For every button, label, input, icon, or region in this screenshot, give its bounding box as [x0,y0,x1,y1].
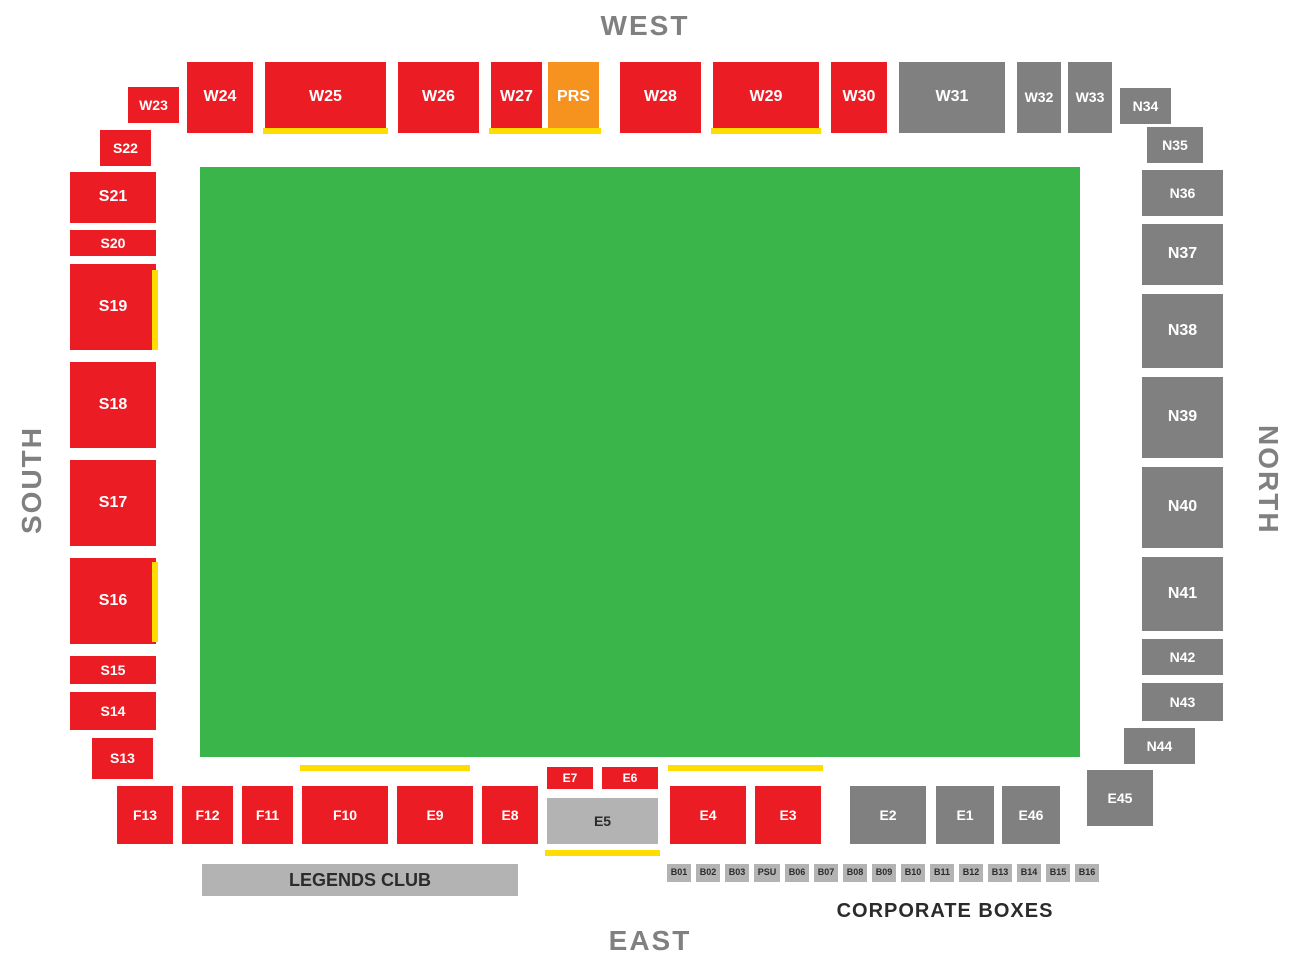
section-B01[interactable]: B01 [665,862,693,884]
section-N39[interactable]: N39 [1140,375,1225,460]
accent-strip [489,128,601,134]
section-E7[interactable]: E7 [545,765,595,791]
section-B11[interactable]: B11 [928,862,956,884]
section-F13[interactable]: F13 [115,784,175,846]
section-W32[interactable]: W32 [1015,60,1063,135]
section-B16[interactable]: B16 [1073,862,1101,884]
section-W31[interactable]: W31 [897,60,1007,135]
label-corporate-boxes: CORPORATE BOXES [820,900,1070,923]
section-W23[interactable]: W23 [126,85,181,125]
section-E9[interactable]: E9 [395,784,475,846]
section-E5[interactable]: E5 [545,796,660,846]
section-E45[interactable]: E45 [1085,768,1155,828]
stadium-map: WEST EAST SOUTH NORTH CORPORATE BOXES W2… [0,0,1289,957]
section-N36[interactable]: N36 [1140,168,1225,218]
section-N40[interactable]: N40 [1140,465,1225,550]
section-E8[interactable]: E8 [480,784,540,846]
accent-strip [545,850,660,856]
section-W33[interactable]: W33 [1066,60,1114,135]
section-F12[interactable]: F12 [180,784,235,846]
section-B10[interactable]: B10 [899,862,927,884]
section-F11[interactable]: F11 [240,784,295,846]
section-B08[interactable]: B08 [841,862,869,884]
accent-strip [152,562,158,642]
label-east: EAST [600,925,700,957]
section-W24[interactable]: W24 [185,60,255,135]
section-W28[interactable]: W28 [618,60,703,135]
section-S13[interactable]: S13 [90,736,155,781]
accent-strip [263,128,388,134]
section-B02[interactable]: B02 [694,862,722,884]
accent-strip [668,765,823,771]
section-S21[interactable]: S21 [68,170,158,225]
accent-strip [300,765,470,771]
section-E1[interactable]: E1 [934,784,996,846]
section-E46[interactable]: E46 [1000,784,1062,846]
section-F10[interactable]: F10 [300,784,390,846]
section-S18[interactable]: S18 [68,360,158,450]
section-W29[interactable]: W29 [711,60,821,135]
section-B15[interactable]: B15 [1044,862,1072,884]
section-B03[interactable]: B03 [723,862,751,884]
section-LEGENDS[interactable]: LEGENDS CLUB [200,862,520,898]
section-W25[interactable]: W25 [263,60,388,135]
section-N43[interactable]: N43 [1140,681,1225,723]
section-W30[interactable]: W30 [829,60,889,135]
section-S16[interactable]: S16 [68,556,158,646]
section-N35[interactable]: N35 [1145,125,1205,165]
label-north: NORTH [1252,395,1284,565]
section-E2[interactable]: E2 [848,784,928,846]
section-B12[interactable]: B12 [957,862,985,884]
section-N42[interactable]: N42 [1140,637,1225,677]
accent-strip [711,128,821,134]
section-E4[interactable]: E4 [668,784,748,846]
section-N38[interactable]: N38 [1140,292,1225,370]
section-N44[interactable]: N44 [1122,726,1197,766]
section-S22[interactable]: S22 [98,128,153,168]
section-E3[interactable]: E3 [753,784,823,846]
label-south: SOUTH [16,395,48,565]
section-S15[interactable]: S15 [68,654,158,686]
accent-strip [152,270,158,350]
section-S20[interactable]: S20 [68,228,158,258]
section-B06[interactable]: B06 [783,862,811,884]
section-W26[interactable]: W26 [396,60,481,135]
label-west: WEST [580,10,710,42]
section-N41[interactable]: N41 [1140,555,1225,633]
section-E6[interactable]: E6 [600,765,660,791]
section-S17[interactable]: S17 [68,458,158,548]
section-S19[interactable]: S19 [68,262,158,352]
section-S14[interactable]: S14 [68,690,158,732]
section-PRS[interactable]: PRS [546,60,601,135]
section-W27[interactable]: W27 [489,60,544,135]
section-B07[interactable]: B07 [812,862,840,884]
section-B13[interactable]: B13 [986,862,1014,884]
section-N37[interactable]: N37 [1140,222,1225,287]
section-B14[interactable]: B14 [1015,862,1043,884]
section-PSU[interactable]: PSU [752,862,782,884]
pitch [200,167,1080,757]
section-N34[interactable]: N34 [1118,86,1173,126]
section-B09[interactable]: B09 [870,862,898,884]
